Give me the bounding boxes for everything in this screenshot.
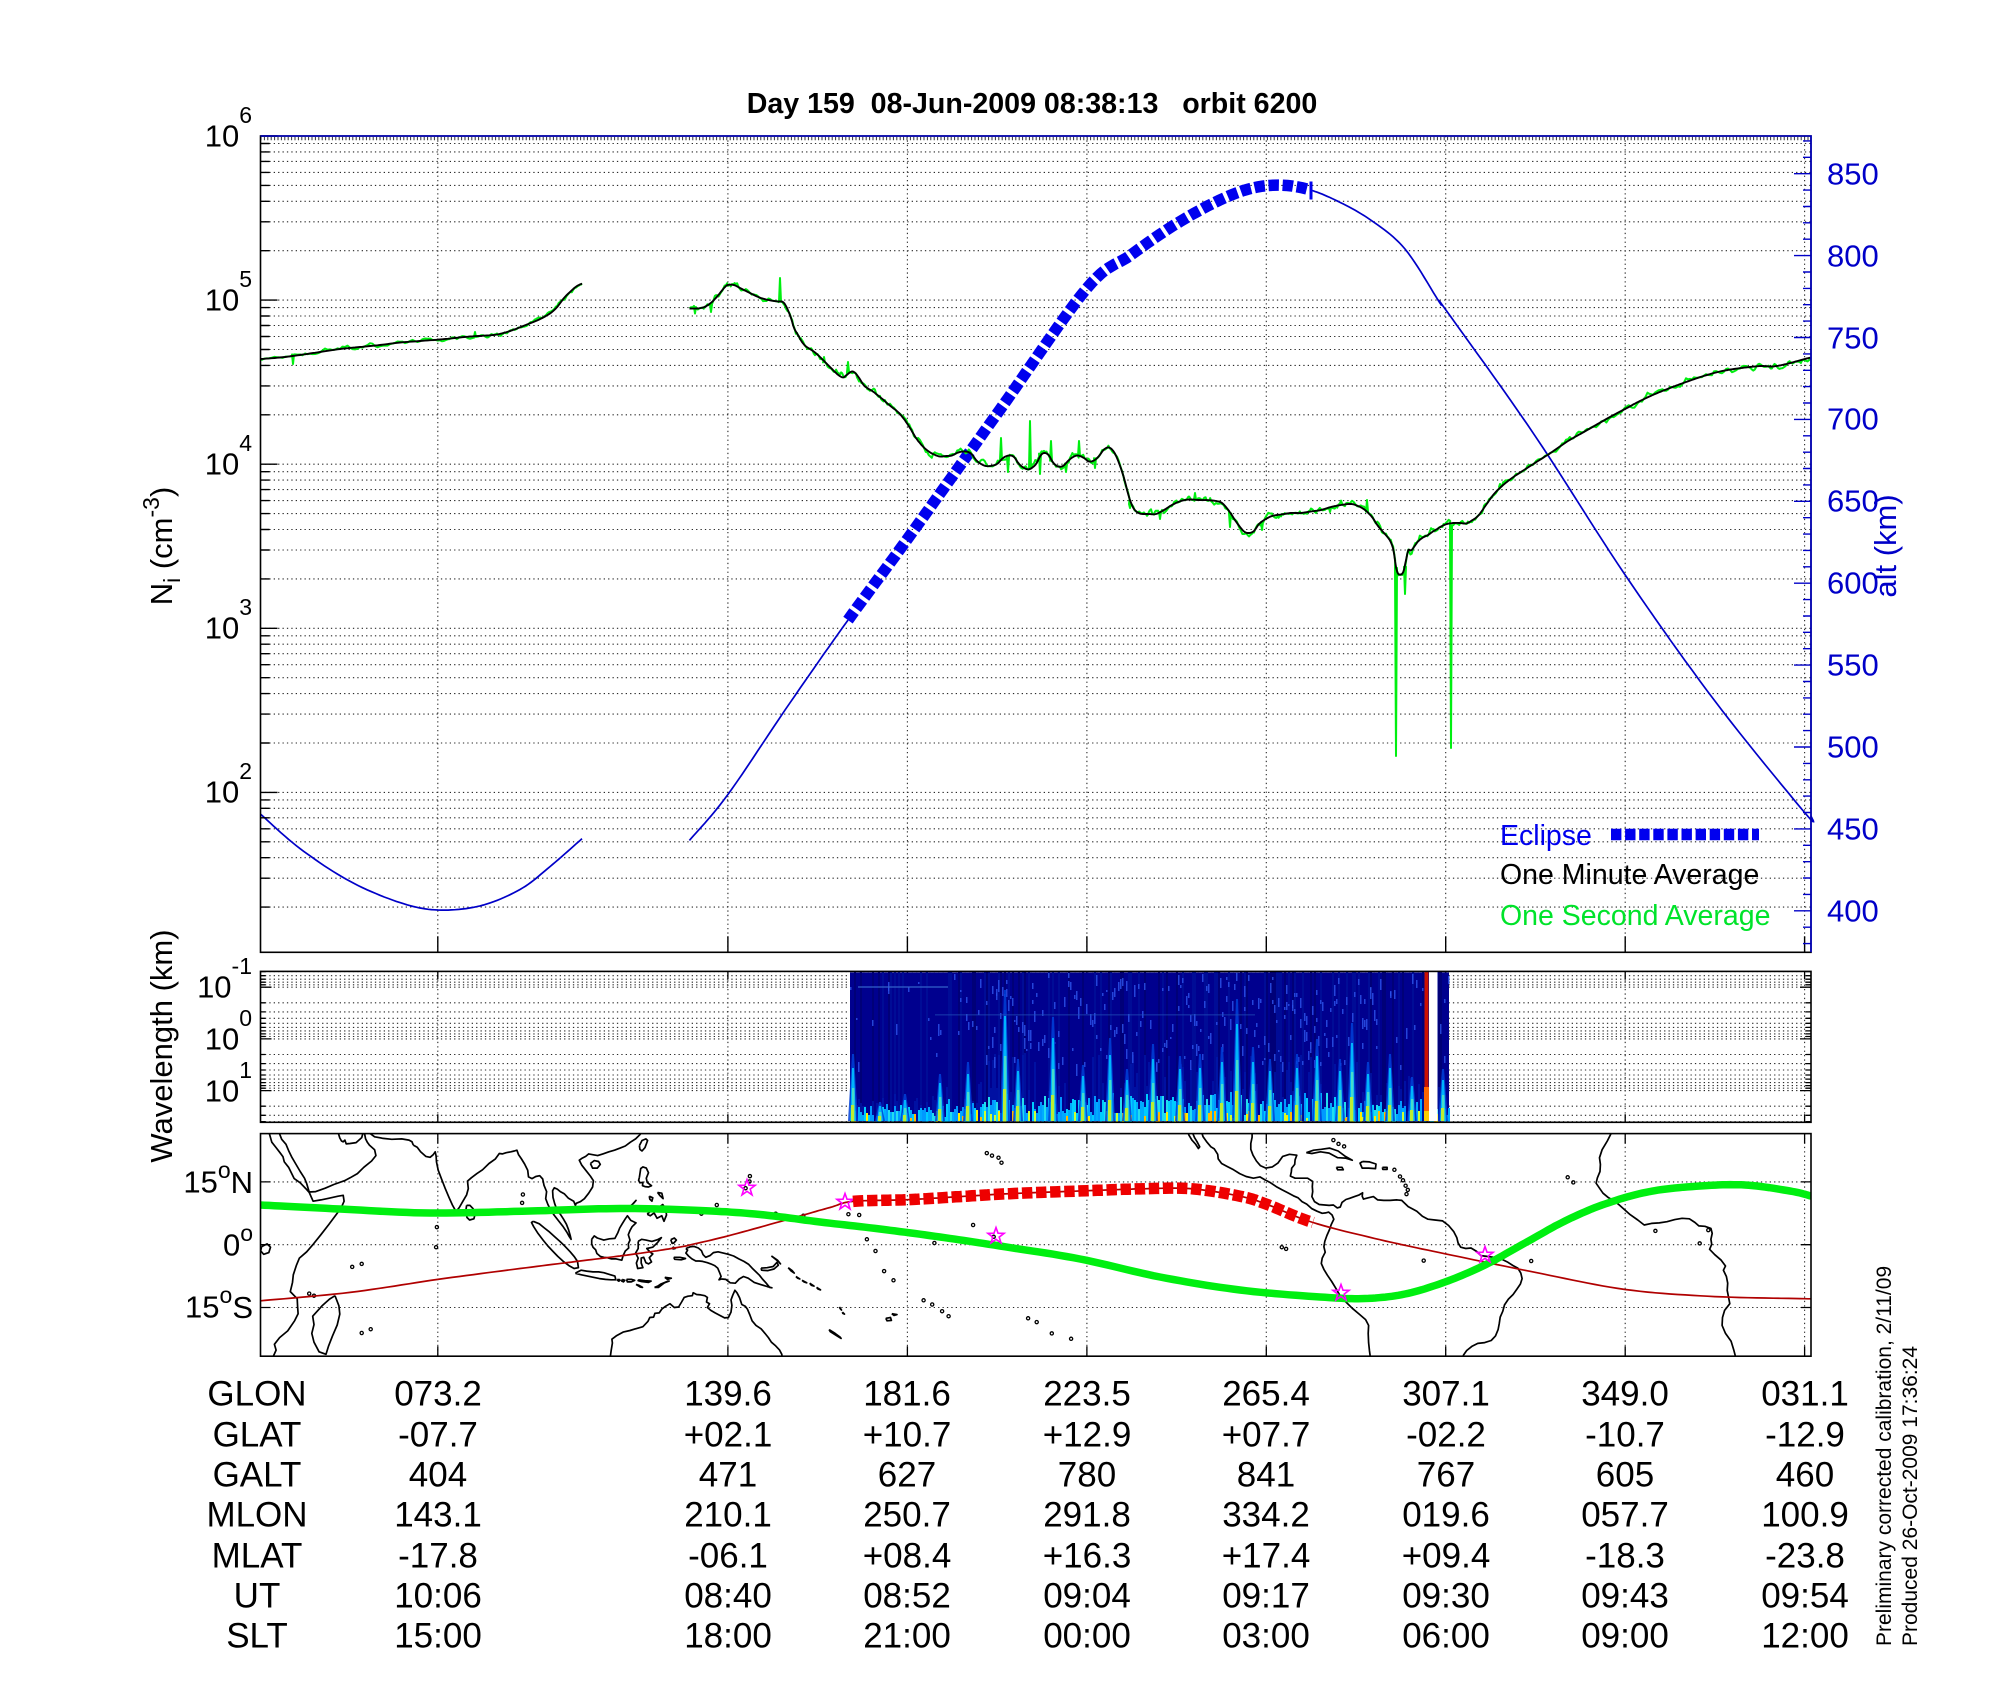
svg-text:-02.2: -02.2	[1406, 1416, 1486, 1455]
svg-text:SLT: SLT	[226, 1617, 288, 1656]
svg-text:471: 471	[699, 1456, 757, 1495]
svg-text:Day 159 08-Jun-2009 08:38:13: Day 159 08-Jun-2009 08:38:13 orbit 6200	[747, 88, 1318, 120]
svg-text:MLAT: MLAT	[212, 1537, 303, 1576]
svg-text:400: 400	[1827, 894, 1879, 929]
svg-text:104: 104	[205, 430, 252, 482]
svg-text:460: 460	[1776, 1456, 1834, 1495]
svg-text:102: 102	[205, 758, 252, 810]
svg-text:105: 105	[205, 266, 252, 318]
svg-text:+08.4: +08.4	[863, 1537, 952, 1576]
svg-text:+02.1: +02.1	[684, 1416, 773, 1455]
svg-text:MLON: MLON	[206, 1496, 307, 1535]
svg-text:650: 650	[1827, 484, 1879, 519]
svg-text:349.0: 349.0	[1581, 1375, 1669, 1414]
svg-text:09:00: 09:00	[1581, 1617, 1669, 1656]
svg-text:alt (km): alt (km)	[1868, 494, 1903, 597]
svg-text:Preliminary corrected calibrat: Preliminary corrected calibration, 2/11/…	[1873, 1266, 1896, 1646]
svg-text:Ni (cm-3): Ni (cm-3)	[138, 487, 185, 606]
svg-text:550: 550	[1827, 648, 1879, 683]
svg-text:-10.7: -10.7	[1585, 1416, 1665, 1455]
svg-text:03:00: 03:00	[1222, 1617, 1310, 1656]
svg-text:One Minute Average: One Minute Average	[1500, 859, 1759, 891]
svg-text:Eclipse: Eclipse	[1500, 820, 1592, 852]
svg-text:-06.1: -06.1	[688, 1537, 768, 1576]
svg-text:15oS: 15oS	[185, 1282, 253, 1325]
svg-text:210.1: 210.1	[684, 1496, 772, 1535]
svg-text:100: 100	[205, 1005, 252, 1057]
svg-text:700: 700	[1827, 402, 1879, 437]
svg-text:Wavelength (km): Wavelength (km)	[144, 929, 179, 1162]
svg-text:500: 500	[1827, 730, 1879, 765]
svg-text:09:30: 09:30	[1402, 1577, 1490, 1616]
svg-text:00:00: 00:00	[1043, 1617, 1131, 1656]
svg-text:103: 103	[205, 594, 252, 646]
svg-text:-18.3: -18.3	[1585, 1537, 1665, 1576]
svg-text:181.6: 181.6	[863, 1375, 951, 1414]
svg-text:+16.3: +16.3	[1043, 1537, 1132, 1576]
svg-text:GLAT: GLAT	[213, 1416, 302, 1455]
svg-text:09:43: 09:43	[1581, 1577, 1669, 1616]
svg-text:106: 106	[205, 102, 252, 154]
svg-text:-17.8: -17.8	[398, 1537, 478, 1576]
svg-text:100.9: 100.9	[1761, 1496, 1849, 1535]
svg-text:850: 850	[1827, 157, 1879, 192]
svg-text:15:00: 15:00	[394, 1617, 482, 1656]
svg-text:GLON: GLON	[207, 1375, 306, 1414]
svg-text:-07.7: -07.7	[398, 1416, 478, 1455]
svg-text:307.1: 307.1	[1402, 1375, 1490, 1414]
svg-text:404: 404	[409, 1456, 467, 1495]
svg-text:09:04: 09:04	[1043, 1577, 1131, 1616]
svg-text:057.7: 057.7	[1581, 1496, 1669, 1535]
svg-text:250.7: 250.7	[863, 1496, 951, 1535]
svg-text:139.6: 139.6	[684, 1375, 772, 1414]
svg-text:21:00: 21:00	[863, 1617, 951, 1656]
svg-text:031.1: 031.1	[1761, 1375, 1849, 1414]
svg-text:09:17: 09:17	[1222, 1577, 1310, 1616]
svg-text:073.2: 073.2	[394, 1375, 482, 1414]
svg-text:627: 627	[878, 1456, 936, 1495]
svg-text:450: 450	[1827, 812, 1879, 847]
svg-text:767: 767	[1417, 1456, 1475, 1495]
svg-text:+17.4: +17.4	[1222, 1537, 1311, 1576]
svg-text:841: 841	[1237, 1456, 1295, 1495]
svg-text:UT: UT	[234, 1577, 281, 1616]
svg-text:291.8: 291.8	[1043, 1496, 1131, 1535]
svg-text:800: 800	[1827, 239, 1879, 274]
svg-text:GALT: GALT	[213, 1456, 302, 1495]
svg-text:09:54: 09:54	[1761, 1577, 1849, 1616]
svg-text:101: 101	[205, 1057, 252, 1109]
svg-text:12:00: 12:00	[1761, 1617, 1849, 1656]
svg-text:10:06: 10:06	[394, 1577, 482, 1616]
svg-text:One Second Average: One Second Average	[1500, 900, 1770, 932]
svg-text:780: 780	[1058, 1456, 1116, 1495]
svg-text:750: 750	[1827, 321, 1879, 356]
svg-text:+07.7: +07.7	[1222, 1416, 1311, 1455]
svg-text:-23.8: -23.8	[1765, 1537, 1845, 1576]
svg-text:10-1: 10-1	[197, 953, 252, 1005]
svg-text:019.6: 019.6	[1402, 1496, 1490, 1535]
svg-text:334.2: 334.2	[1222, 1496, 1310, 1535]
svg-text:265.4: 265.4	[1222, 1375, 1310, 1414]
svg-text:18:00: 18:00	[684, 1617, 772, 1656]
svg-text:Produced 26-Oct-2009 17:36:24: Produced 26-Oct-2009 17:36:24	[1899, 1346, 1922, 1646]
svg-text:143.1: 143.1	[394, 1496, 482, 1535]
svg-text:-12.9: -12.9	[1765, 1416, 1845, 1455]
svg-text:06:00: 06:00	[1402, 1617, 1490, 1656]
svg-text:+09.4: +09.4	[1402, 1537, 1491, 1576]
svg-text:+12.9: +12.9	[1043, 1416, 1132, 1455]
svg-text:+10.7: +10.7	[863, 1416, 952, 1455]
svg-text:08:40: 08:40	[684, 1577, 772, 1616]
svg-text:600: 600	[1827, 566, 1879, 601]
svg-text:605: 605	[1596, 1456, 1654, 1495]
svg-text:223.5: 223.5	[1043, 1375, 1131, 1414]
svg-text:08:52: 08:52	[863, 1577, 951, 1616]
